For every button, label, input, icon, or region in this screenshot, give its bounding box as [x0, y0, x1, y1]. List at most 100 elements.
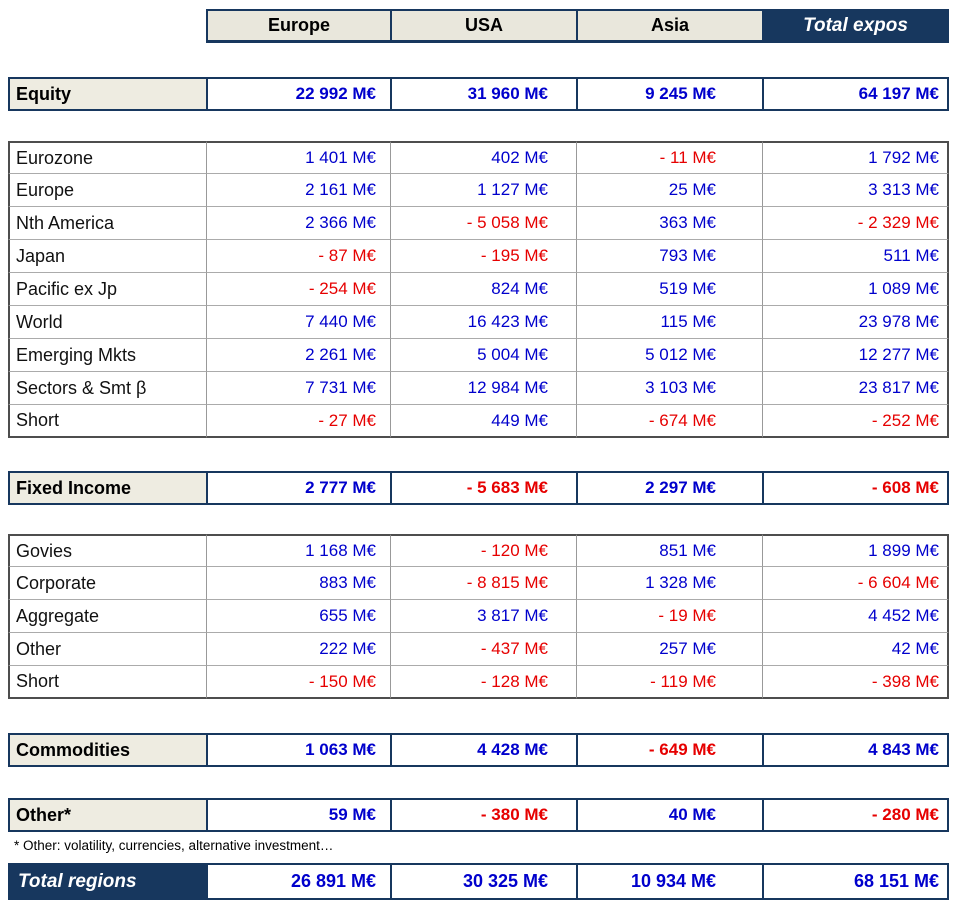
value-cell: - 27 M€ [206, 405, 390, 438]
value-cell: 9 245 M€ [576, 77, 762, 111]
value-cell: 40 M€ [576, 798, 762, 832]
value-cell: 26 891 M€ [206, 863, 390, 900]
fixed-income-section-row: Fixed Income 2 777 M€ - 5 683 M€ 2 297 M… [8, 471, 949, 505]
value-cell: 22 992 M€ [206, 77, 390, 111]
value-cell: - 11 M€ [576, 141, 762, 174]
value-cell: 2 161 M€ [206, 174, 390, 207]
value-cell: 1 401 M€ [206, 141, 390, 174]
value-cell: - 8 815 M€ [390, 567, 576, 600]
row-label: Corporate [8, 567, 206, 600]
section-label: Fixed Income [8, 471, 206, 505]
value-cell: 363 M€ [576, 207, 762, 240]
value-cell: 402 M€ [390, 141, 576, 174]
table-header: Europe USA Asia Total expos [8, 9, 949, 43]
value-cell: 2 297 M€ [576, 471, 762, 505]
section-label: Other* [8, 798, 206, 832]
row-label: Eurozone [8, 141, 206, 174]
value-cell: 1 899 M€ [762, 534, 949, 567]
row-label: Nth America [8, 207, 206, 240]
value-cell: 1 127 M€ [390, 174, 576, 207]
value-cell: 10 934 M€ [576, 863, 762, 900]
row-label: Govies [8, 534, 206, 567]
value-cell: - 6 604 M€ [762, 567, 949, 600]
value-cell: 5 004 M€ [390, 339, 576, 372]
row-label: Other [8, 633, 206, 666]
value-cell: 4 452 M€ [762, 600, 949, 633]
exposure-table: Europe USA Asia Total expos Equity 22 99… [8, 9, 949, 900]
value-cell: 2 777 M€ [206, 471, 390, 505]
value-cell: 655 M€ [206, 600, 390, 633]
value-cell: 3 313 M€ [762, 174, 949, 207]
value-cell: 3 103 M€ [576, 372, 762, 405]
row-label: Sectors & Smt β [8, 372, 206, 405]
equity-subtable: Eurozone 1 401 M€ 402 M€ - 11 M€ 1 792 M… [8, 141, 949, 438]
row-label: Short [8, 405, 206, 438]
value-cell: 824 M€ [390, 273, 576, 306]
value-cell: 12 984 M€ [390, 372, 576, 405]
value-cell: 793 M€ [576, 240, 762, 273]
row-label: Europe [8, 174, 206, 207]
value-cell: 4 843 M€ [762, 733, 949, 767]
value-cell: 1 168 M€ [206, 534, 390, 567]
row-label: Japan [8, 240, 206, 273]
value-cell: - 254 M€ [206, 273, 390, 306]
commodities-section-row: Commodities 1 063 M€ 4 428 M€ - 649 M€ 4… [8, 733, 949, 767]
value-cell: 2 366 M€ [206, 207, 390, 240]
value-cell: 16 423 M€ [390, 306, 576, 339]
value-cell: - 649 M€ [576, 733, 762, 767]
value-cell: - 398 M€ [762, 666, 949, 699]
section-label: Commodities [8, 733, 206, 767]
value-cell: 31 960 M€ [390, 77, 576, 111]
fixed-income-subtable: Govies 1 168 M€ - 120 M€ 851 M€ 1 899 M€… [8, 534, 949, 699]
row-label: Emerging Mkts [8, 339, 206, 372]
value-cell: - 120 M€ [390, 534, 576, 567]
value-cell: - 608 M€ [762, 471, 949, 505]
value-cell: 2 261 M€ [206, 339, 390, 372]
value-cell: 222 M€ [206, 633, 390, 666]
value-cell: 64 197 M€ [762, 77, 949, 111]
value-cell: 257 M€ [576, 633, 762, 666]
column-header-total-expos: Total expos [762, 9, 949, 43]
value-cell: 12 277 M€ [762, 339, 949, 372]
value-cell: 1 328 M€ [576, 567, 762, 600]
table-row: Aggregate 655 M€ 3 817 M€ - 19 M€ 4 452 … [8, 600, 949, 633]
value-cell: 7 731 M€ [206, 372, 390, 405]
value-cell: - 5 683 M€ [390, 471, 576, 505]
table-row: Europe 2 161 M€ 1 127 M€ 25 M€ 3 313 M€ [8, 174, 949, 207]
table-row: Nth America 2 366 M€ - 5 058 M€ 363 M€ -… [8, 207, 949, 240]
value-cell: - 128 M€ [390, 666, 576, 699]
value-cell: 4 428 M€ [390, 733, 576, 767]
header-spacer [8, 9, 206, 43]
value-cell: 23 978 M€ [762, 306, 949, 339]
value-cell: - 19 M€ [576, 600, 762, 633]
value-cell: - 87 M€ [206, 240, 390, 273]
value-cell: 68 151 M€ [762, 863, 949, 900]
value-cell: - 5 058 M€ [390, 207, 576, 240]
value-cell: - 2 329 M€ [762, 207, 949, 240]
table-row: Japan - 87 M€ - 195 M€ 793 M€ 511 M€ [8, 240, 949, 273]
value-cell: 1 063 M€ [206, 733, 390, 767]
value-cell: - 150 M€ [206, 666, 390, 699]
value-cell: 449 M€ [390, 405, 576, 438]
value-cell: 115 M€ [576, 306, 762, 339]
value-cell: 1 089 M€ [762, 273, 949, 306]
value-cell: 519 M€ [576, 273, 762, 306]
column-header-europe: Europe [206, 9, 390, 43]
value-cell: - 280 M€ [762, 798, 949, 832]
value-cell: 59 M€ [206, 798, 390, 832]
value-cell: 25 M€ [576, 174, 762, 207]
table-row: Eurozone 1 401 M€ 402 M€ - 11 M€ 1 792 M… [8, 141, 949, 174]
value-cell: 851 M€ [576, 534, 762, 567]
value-cell: - 437 M€ [390, 633, 576, 666]
value-cell: 30 325 M€ [390, 863, 576, 900]
table-row: Pacific ex Jp - 254 M€ 824 M€ 519 M€ 1 0… [8, 273, 949, 306]
column-header-usa: USA [390, 9, 576, 43]
table-row: Govies 1 168 M€ - 120 M€ 851 M€ 1 899 M€ [8, 534, 949, 567]
total-regions-row: Total regions 26 891 M€ 30 325 M€ 10 934… [8, 863, 949, 900]
row-label: Short [8, 666, 206, 699]
value-cell: - 252 M€ [762, 405, 949, 438]
value-cell: 23 817 M€ [762, 372, 949, 405]
value-cell: 42 M€ [762, 633, 949, 666]
row-label: World [8, 306, 206, 339]
equity-section-row: Equity 22 992 M€ 31 960 M€ 9 245 M€ 64 1… [8, 77, 949, 111]
